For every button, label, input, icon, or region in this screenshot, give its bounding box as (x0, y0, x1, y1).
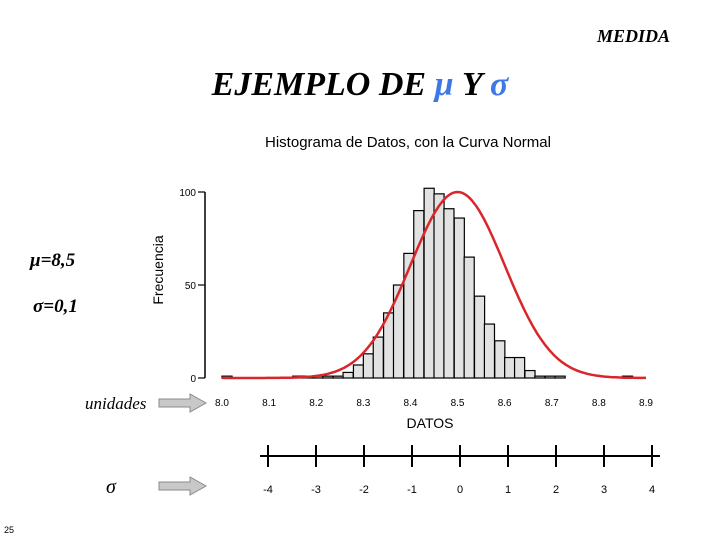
mu-value-label: μ=8,5 (30, 250, 76, 271)
normal-curve (222, 190, 646, 380)
histogram-bar (362, 353, 375, 379)
sigma-tick-label: -3 (311, 484, 321, 496)
x-tick-label: 8.1 (262, 398, 276, 409)
header-label: MEDIDA (596, 26, 670, 46)
x-tick-label: 8.2 (309, 398, 323, 409)
y-tick-label: 100 (179, 188, 196, 199)
histogram-bar (352, 364, 365, 379)
page-number: 25 (4, 525, 15, 535)
sigma-tick-label: 4 (649, 484, 655, 496)
sigma-tick-label: -2 (359, 484, 369, 496)
histogram-bar (524, 369, 536, 379)
y-axis-label: Frecuencia (150, 235, 166, 304)
sigma-value-label: σ=0,1 (33, 296, 78, 317)
histogram-bar (534, 375, 546, 379)
sigma-tick-label: 0 (457, 484, 463, 496)
x-tick-label: 8.9 (639, 398, 653, 409)
units-label: unidades (85, 394, 147, 413)
histogram-bar (433, 193, 445, 379)
right-arrow-icon (158, 393, 208, 413)
histogram-bar (504, 356, 516, 379)
x-tick-label: 8.0 (215, 398, 229, 409)
histogram-bar (494, 340, 506, 379)
mu-symbol: μ (434, 66, 454, 103)
slide-title-text: EJEMPLO DE (211, 66, 435, 103)
sigma-row-label: σ (106, 476, 116, 498)
histogram-bar (463, 256, 475, 379)
histogram-bar (372, 336, 384, 379)
histogram-bar (554, 375, 566, 379)
x-tick-label: 8.6 (498, 398, 512, 409)
sigma-tick-label: -4 (263, 484, 273, 496)
y-tick-label: 50 (185, 281, 197, 292)
slide-title: EJEMPLO DE μ Y σ (0, 66, 720, 104)
x-tick-label: 8.3 (356, 398, 370, 409)
slide-title-and: Y (453, 66, 491, 103)
sigma-tick-label: 1 (505, 484, 511, 496)
x-tick-label: 8.8 (592, 398, 606, 409)
histogram-bar (483, 323, 496, 379)
histogram-bar (342, 371, 354, 379)
x-tick-label: 8.4 (403, 398, 417, 409)
x-axis-label: DATOS (407, 415, 454, 431)
histogram-bar (443, 208, 455, 379)
histogram-bar (473, 295, 486, 379)
x-tick-label: 8.5 (451, 398, 465, 409)
histogram-bar (332, 375, 344, 379)
chart-title: Histograma de Datos, con la Curva Normal (265, 134, 551, 151)
sigma-tick-label: 3 (601, 484, 607, 496)
right-arrow-icon (158, 476, 208, 496)
sigma-tick-label: 2 (553, 484, 559, 496)
histogram-bar (513, 356, 526, 379)
y-tick-label: 0 (190, 374, 196, 385)
sigma-tick-label: -1 (407, 484, 417, 496)
histogram-bar (322, 375, 334, 379)
histogram-bar (544, 375, 556, 379)
x-tick-label: 8.7 (545, 398, 559, 409)
histogram-bar (453, 217, 465, 379)
sigma-symbol: σ (490, 66, 509, 103)
